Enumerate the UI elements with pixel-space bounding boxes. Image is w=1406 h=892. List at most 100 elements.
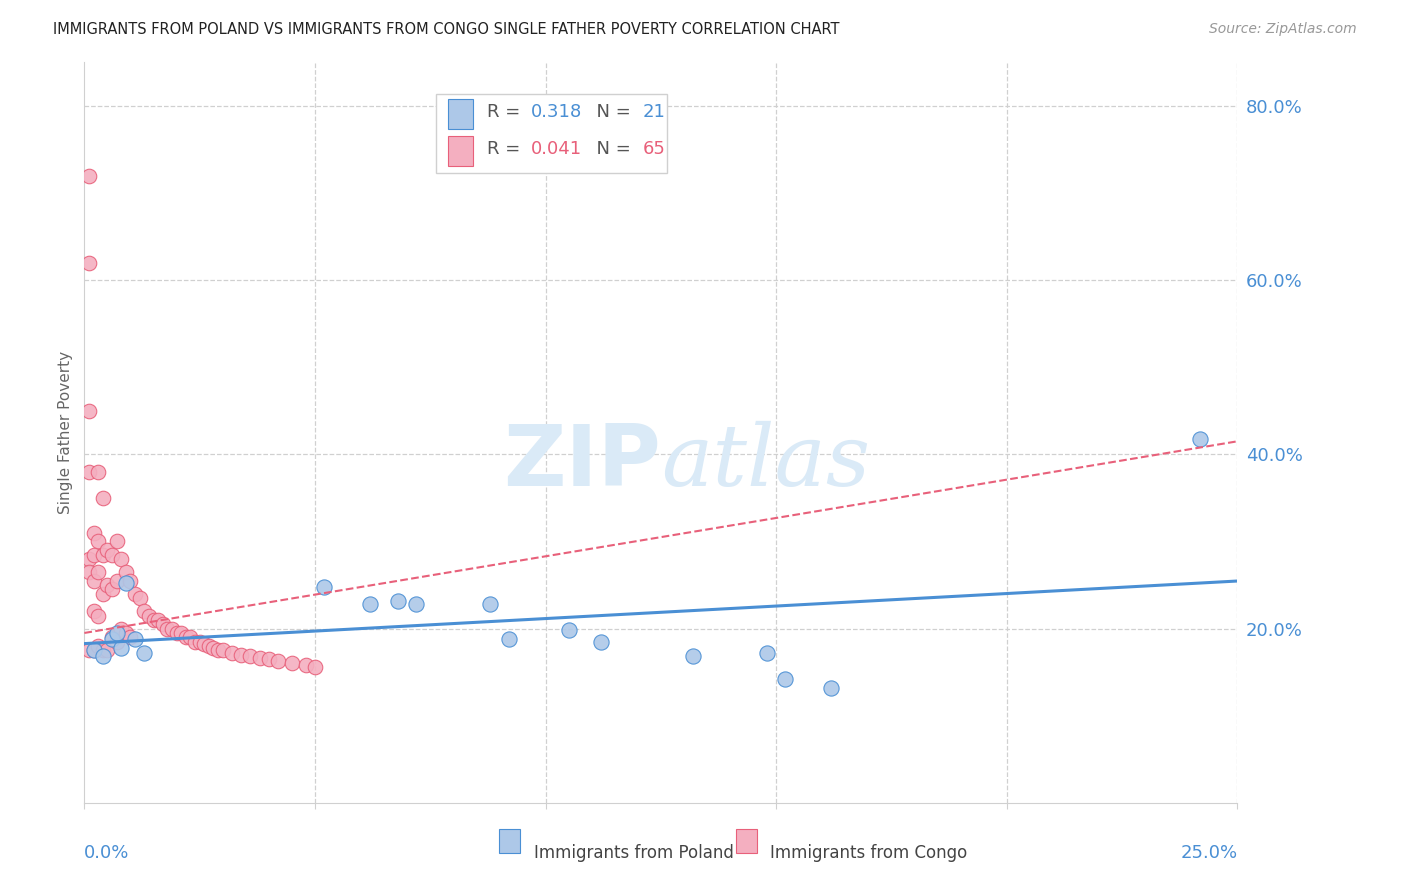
- Text: R =: R =: [486, 103, 526, 121]
- Point: [775, 672, 797, 686]
- Point: [134, 646, 156, 660]
- Point: [1189, 432, 1212, 446]
- Point: [160, 622, 183, 636]
- Point: [96, 643, 118, 657]
- FancyBboxPatch shape: [436, 95, 666, 173]
- Point: [120, 630, 142, 644]
- Point: [115, 576, 138, 591]
- Point: [179, 630, 201, 644]
- Point: [115, 626, 138, 640]
- Point: [91, 491, 114, 505]
- Point: [156, 622, 179, 636]
- Point: [87, 608, 110, 623]
- Point: [211, 643, 233, 657]
- Point: [87, 534, 110, 549]
- Point: [83, 574, 105, 588]
- Point: [405, 597, 427, 611]
- Point: [267, 654, 290, 668]
- Point: [138, 608, 160, 623]
- Point: [91, 649, 114, 664]
- Point: [207, 642, 229, 657]
- Point: [184, 634, 207, 648]
- Text: atlas: atlas: [661, 421, 870, 504]
- Bar: [447, 136, 472, 166]
- Point: [589, 634, 612, 648]
- Text: 0.041: 0.041: [530, 140, 582, 158]
- Point: [314, 580, 336, 594]
- Point: [77, 643, 100, 657]
- Point: [110, 552, 132, 566]
- Point: [96, 578, 118, 592]
- Point: [146, 613, 169, 627]
- Text: N =: N =: [585, 103, 637, 121]
- Point: [359, 597, 381, 611]
- Point: [101, 582, 124, 597]
- Point: [87, 639, 110, 653]
- Point: [498, 632, 520, 646]
- Bar: [499, 830, 520, 853]
- Point: [304, 660, 326, 674]
- Point: [77, 565, 100, 579]
- Text: N =: N =: [585, 140, 637, 158]
- Point: [239, 649, 262, 664]
- Point: [110, 640, 132, 655]
- Bar: [447, 99, 472, 129]
- Text: R =: R =: [486, 140, 526, 158]
- Point: [110, 622, 132, 636]
- Point: [83, 548, 105, 562]
- Point: [105, 574, 128, 588]
- Point: [152, 617, 174, 632]
- Point: [142, 613, 165, 627]
- Point: [83, 643, 105, 657]
- Point: [83, 604, 105, 618]
- Point: [101, 632, 124, 646]
- Point: [105, 626, 128, 640]
- Point: [682, 649, 704, 664]
- Point: [77, 552, 100, 566]
- Point: [91, 548, 114, 562]
- Point: [87, 465, 110, 479]
- Text: 65: 65: [643, 140, 665, 158]
- Text: IMMIGRANTS FROM POLAND VS IMMIGRANTS FROM CONGO SINGLE FATHER POVERTY CORRELATIO: IMMIGRANTS FROM POLAND VS IMMIGRANTS FRO…: [53, 22, 839, 37]
- Point: [134, 604, 156, 618]
- Y-axis label: Single Father Poverty: Single Father Poverty: [58, 351, 73, 514]
- Point: [170, 626, 193, 640]
- Point: [115, 565, 138, 579]
- Text: Source: ZipAtlas.com: Source: ZipAtlas.com: [1209, 22, 1357, 37]
- Point: [91, 643, 114, 657]
- Point: [91, 587, 114, 601]
- Point: [193, 637, 215, 651]
- Point: [105, 634, 128, 648]
- Point: [198, 639, 221, 653]
- Point: [128, 591, 150, 606]
- Point: [105, 534, 128, 549]
- Point: [202, 640, 225, 655]
- Point: [557, 624, 579, 638]
- Text: 21: 21: [643, 103, 665, 121]
- Point: [96, 543, 118, 558]
- Point: [820, 681, 842, 695]
- Point: [77, 256, 100, 270]
- Point: [120, 574, 142, 588]
- Point: [231, 648, 253, 662]
- Text: 25.0%: 25.0%: [1180, 844, 1237, 862]
- Point: [101, 548, 124, 562]
- Point: [479, 597, 502, 611]
- Point: [221, 646, 243, 660]
- Bar: [735, 830, 756, 853]
- Point: [124, 587, 146, 601]
- Text: Immigrants from Poland: Immigrants from Poland: [534, 844, 734, 862]
- Point: [124, 632, 146, 646]
- Point: [257, 652, 280, 666]
- Point: [83, 643, 105, 657]
- Point: [77, 404, 100, 418]
- Text: 0.0%: 0.0%: [84, 844, 129, 862]
- Point: [174, 630, 197, 644]
- Point: [294, 658, 316, 673]
- Point: [77, 465, 100, 479]
- Point: [101, 630, 124, 644]
- Point: [83, 525, 105, 540]
- Point: [87, 565, 110, 579]
- Point: [387, 593, 409, 607]
- Point: [188, 634, 211, 648]
